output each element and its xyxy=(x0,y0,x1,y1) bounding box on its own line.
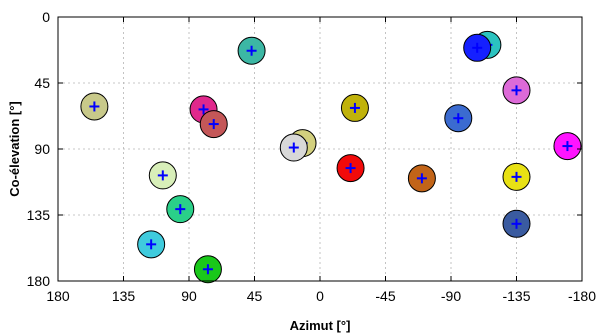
data-point xyxy=(502,162,531,191)
x-tick-label: 90 xyxy=(181,288,197,304)
axis-ticks xyxy=(57,16,583,282)
x-tick-label: 135 xyxy=(112,288,136,304)
data-point xyxy=(340,93,369,122)
x-tick-label: 0 xyxy=(316,288,324,304)
y-axis-title: Co-élevation [°] xyxy=(7,101,22,196)
x-tick-label: -90 xyxy=(441,288,461,304)
y-tick-label: 135 xyxy=(27,207,51,223)
y-tick-label: 0 xyxy=(42,9,50,25)
data-point xyxy=(553,132,582,161)
data-point xyxy=(137,230,166,259)
x-tick-label: -135 xyxy=(502,288,530,304)
data-point xyxy=(80,92,109,121)
y-tick-labels: 0 45 90 135 180 xyxy=(27,9,51,289)
data-point xyxy=(237,36,266,65)
data-point xyxy=(148,161,177,190)
data-point xyxy=(336,154,365,183)
x-tick-label: -45 xyxy=(375,288,395,304)
x-axis-title: Azimut [°] xyxy=(290,318,351,333)
x-tick-label: 180 xyxy=(46,288,70,304)
data-point xyxy=(407,164,436,193)
data-point xyxy=(502,76,531,105)
data-point xyxy=(166,195,195,224)
data-point xyxy=(463,33,492,62)
y-tick-label: 90 xyxy=(34,141,50,157)
data-point xyxy=(444,104,473,133)
y-tick-label: 45 xyxy=(34,75,50,91)
grid-lines xyxy=(57,16,583,282)
data-points xyxy=(80,30,582,284)
x-tick-label: 45 xyxy=(247,288,263,304)
y-tick-label: 180 xyxy=(27,273,51,289)
data-point xyxy=(199,110,228,139)
x-tick-label: -180 xyxy=(568,288,596,304)
x-tick-labels: 180 135 90 45 0 -45 -90 -135 -180 xyxy=(46,288,596,304)
data-point xyxy=(193,255,222,284)
data-point xyxy=(279,133,308,162)
data-point xyxy=(502,209,531,238)
